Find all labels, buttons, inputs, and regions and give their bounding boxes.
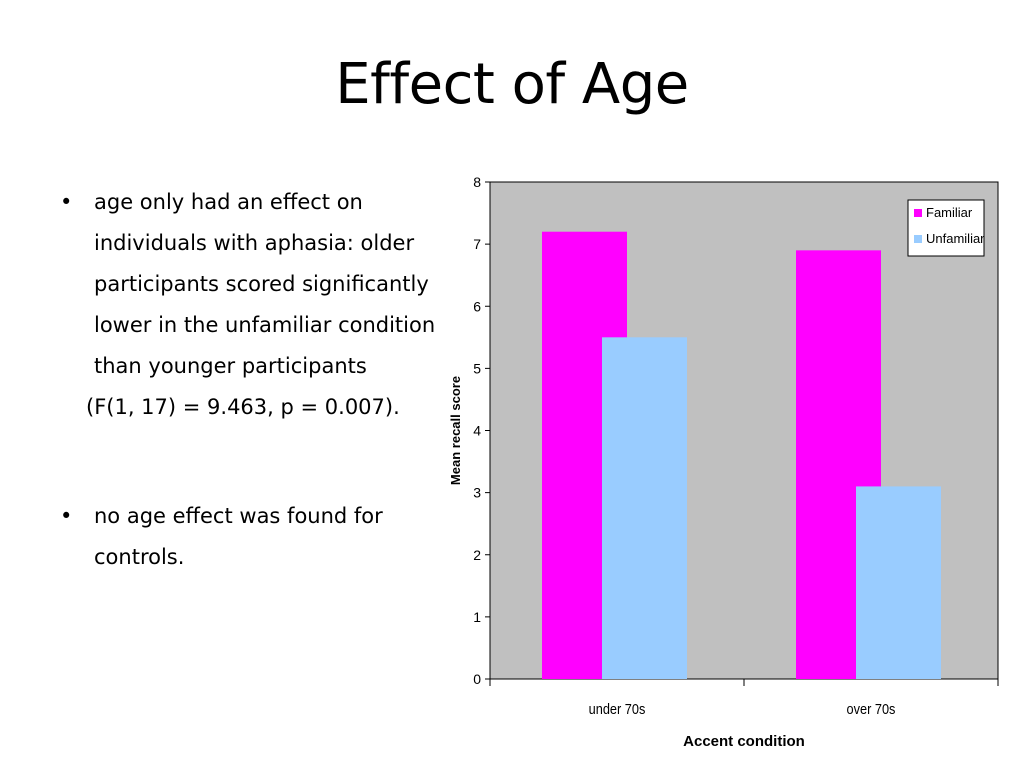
bullet-statistic: (F(1, 17) = 9.463, p = 0.007). [86, 395, 400, 419]
bar-chart: 0 1 2 3 4 5 6 7 8 under 70s over 70s Mean recall … [448, 174, 999, 750]
legend-swatch [914, 209, 922, 217]
bullet-marker: • [60, 504, 73, 528]
legend-label: Familiar [926, 205, 973, 220]
bar-unfamiliar [856, 486, 941, 679]
x-tick-label: under 70s [589, 700, 646, 717]
legend: Familiar Unfamiliar [907, 199, 985, 257]
bullet-list: • age only had an effect on individuals … [60, 182, 440, 578]
bullet-item: • age only had an effect on individuals … [60, 182, 440, 428]
y-tick-label: 1 [473, 609, 481, 625]
legend-swatch [914, 235, 922, 243]
y-tick-label: 4 [473, 423, 481, 439]
y-tick-label: 8 [473, 174, 481, 190]
x-axis-label: Accent condition [683, 733, 805, 750]
y-tick-label: 5 [473, 360, 481, 376]
x-axis: under 70s over 70s [489, 678, 999, 717]
bar-series [542, 231, 941, 679]
bullet-text: age only had an effect on individuals wi… [94, 190, 436, 378]
x-tick-label: over 70s [847, 700, 896, 717]
y-tick-label: 7 [473, 236, 481, 252]
y-axis: 0 1 2 3 4 5 6 7 8 [473, 174, 491, 687]
y-tick-label: 3 [473, 485, 481, 501]
y-tick-label: 6 [473, 298, 481, 314]
y-axis-label: Mean recall score [448, 376, 463, 485]
slide-title: Effect of Age [335, 52, 689, 117]
y-tick-label: 0 [473, 671, 481, 687]
legend-label: Unfamiliar [926, 231, 985, 246]
bullet-item: • no age effect was found for controls. [60, 496, 440, 578]
chart-container: 0 1 2 3 4 5 6 7 8 under 70s over 70s Mean recall … [440, 170, 1010, 760]
bullet-marker: • [60, 190, 73, 214]
bullet-text: no age effect was found for controls. [94, 504, 383, 569]
bar-unfamiliar [602, 337, 687, 679]
y-tick-label: 2 [473, 547, 481, 563]
